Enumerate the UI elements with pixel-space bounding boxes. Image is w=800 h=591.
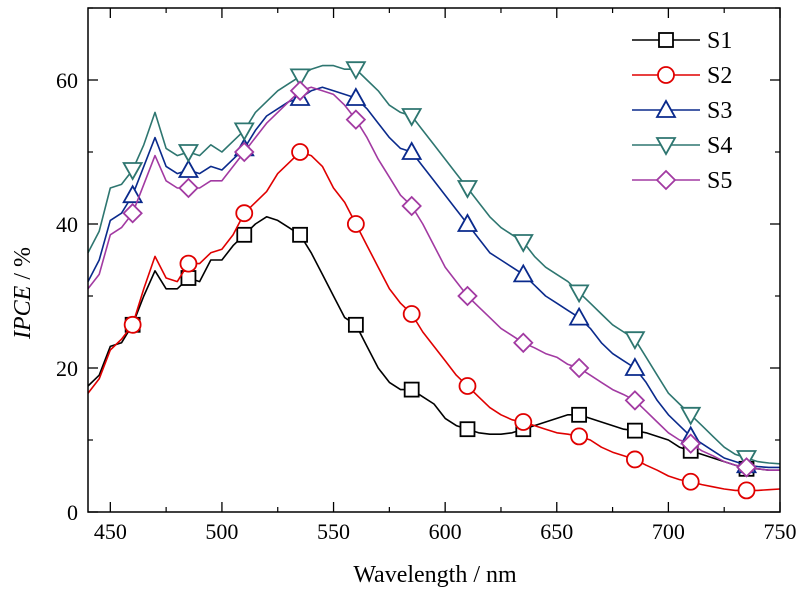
data-point-s2 xyxy=(123,315,142,334)
data-point-s2 xyxy=(458,377,477,395)
series-line-s2 xyxy=(87,151,781,492)
x-axis-title: Wavelength / nm xyxy=(353,562,517,588)
y-tick-label: 60 xyxy=(56,68,78,93)
data-point-s1 xyxy=(627,422,643,439)
series-line-s3 xyxy=(87,86,780,469)
series-s2 xyxy=(87,143,781,500)
data-point-s5 xyxy=(345,109,367,130)
data-point-s5 xyxy=(457,285,478,307)
data-point-s1 xyxy=(571,406,587,423)
x-tick-label: 750 xyxy=(764,519,797,544)
data-point-s3 xyxy=(568,306,590,326)
data-point-s1 xyxy=(292,226,308,243)
series-line-s4 xyxy=(87,64,781,465)
series-s4 xyxy=(87,61,781,469)
legend-label-s5: S5 xyxy=(707,168,732,194)
data-point-s3 xyxy=(345,87,367,106)
data-point-s5 xyxy=(233,141,255,163)
data-point-s4 xyxy=(624,331,646,351)
data-point-s2 xyxy=(346,215,365,233)
data-point-s1 xyxy=(347,316,364,333)
data-point-s4 xyxy=(345,61,367,81)
data-point-s5 xyxy=(513,332,534,354)
legend-marker-s1 xyxy=(658,32,674,48)
data-point-s3 xyxy=(624,357,646,376)
data-point-s2 xyxy=(235,204,254,223)
series-s5 xyxy=(87,80,780,478)
x-tick-label: 500 xyxy=(205,519,238,544)
data-point-s5 xyxy=(178,177,199,199)
y-tick-label: 40 xyxy=(56,212,78,237)
legend: S1 S2 S3 S4 S5 xyxy=(632,28,732,194)
legend-item-s5: S5 xyxy=(632,168,732,194)
data-point-s5 xyxy=(289,80,311,102)
data-point-s2 xyxy=(402,305,421,323)
y-axis-title-italic: IPCE xyxy=(10,285,36,340)
data-point-s5 xyxy=(122,202,143,224)
data-point-s4 xyxy=(680,406,702,426)
y-axis-title: IPCE / % xyxy=(10,247,36,340)
data-point-s3 xyxy=(456,213,479,232)
data-point-s3 xyxy=(512,263,534,283)
series-line-s1 xyxy=(87,216,780,471)
legend-item-s2: S2 xyxy=(632,63,732,89)
legend-marker-s2 xyxy=(657,66,675,84)
plot-frame xyxy=(87,7,781,513)
data-point-s4 xyxy=(401,108,423,127)
data-point-s4 xyxy=(122,162,144,181)
data-point-s3 xyxy=(122,184,144,204)
data-point-s2 xyxy=(179,254,198,273)
data-point-s2 xyxy=(681,472,700,491)
data-point-s5 xyxy=(568,357,590,379)
data-point-s5 xyxy=(680,433,701,454)
x-tick-label: 650 xyxy=(540,519,573,544)
data-point-s4 xyxy=(177,144,199,163)
data-point-s3 xyxy=(177,159,199,178)
data-point-s1 xyxy=(403,381,420,398)
legend-label-s1: S1 xyxy=(707,28,732,54)
legend-label-s2: S2 xyxy=(707,63,732,89)
data-point-s1 xyxy=(236,226,253,243)
data-point-s4 xyxy=(456,180,479,199)
x-tick-label: 600 xyxy=(429,519,462,544)
data-point-s2 xyxy=(570,427,588,446)
legend-item-s3: S3 xyxy=(632,98,732,124)
data-point-s4 xyxy=(568,284,590,304)
data-point-s2 xyxy=(626,450,644,469)
data-point-s3 xyxy=(401,141,423,160)
legend-item-s4: S4 xyxy=(632,133,732,159)
axes-layer: 450 500 550 600 650 700 750 0 20 40 60 xyxy=(56,7,797,544)
legend-label-s3: S3 xyxy=(707,98,732,124)
series-layer xyxy=(87,61,781,500)
data-point-s4 xyxy=(233,122,255,142)
legend-marker-s3 xyxy=(655,99,677,118)
legend-item-s1: S1 xyxy=(632,28,732,54)
legend-marker-s5 xyxy=(655,169,677,191)
y-axis-title-unit: / % xyxy=(10,247,36,286)
x-tick-label: 550 xyxy=(317,519,350,544)
data-point-s5 xyxy=(736,457,757,478)
series-line-s5 xyxy=(87,86,780,471)
x-tick-label: 450 xyxy=(94,519,127,544)
y-tick-label: 0 xyxy=(67,500,78,525)
y-tick-label: 20 xyxy=(56,356,78,381)
data-point-s1 xyxy=(180,270,197,286)
data-point-s4 xyxy=(512,234,534,253)
legend-label-s4: S4 xyxy=(707,133,732,159)
data-point-s2 xyxy=(291,143,309,161)
data-point-s1 xyxy=(459,421,476,438)
data-point-s5 xyxy=(624,390,646,411)
data-point-s2 xyxy=(514,413,533,431)
data-point-s2 xyxy=(737,481,756,500)
x-tick-label: 700 xyxy=(652,519,685,544)
data-point-s4 xyxy=(289,68,311,88)
data-point-s5 xyxy=(401,195,422,217)
legend-marker-s4 xyxy=(655,137,677,156)
